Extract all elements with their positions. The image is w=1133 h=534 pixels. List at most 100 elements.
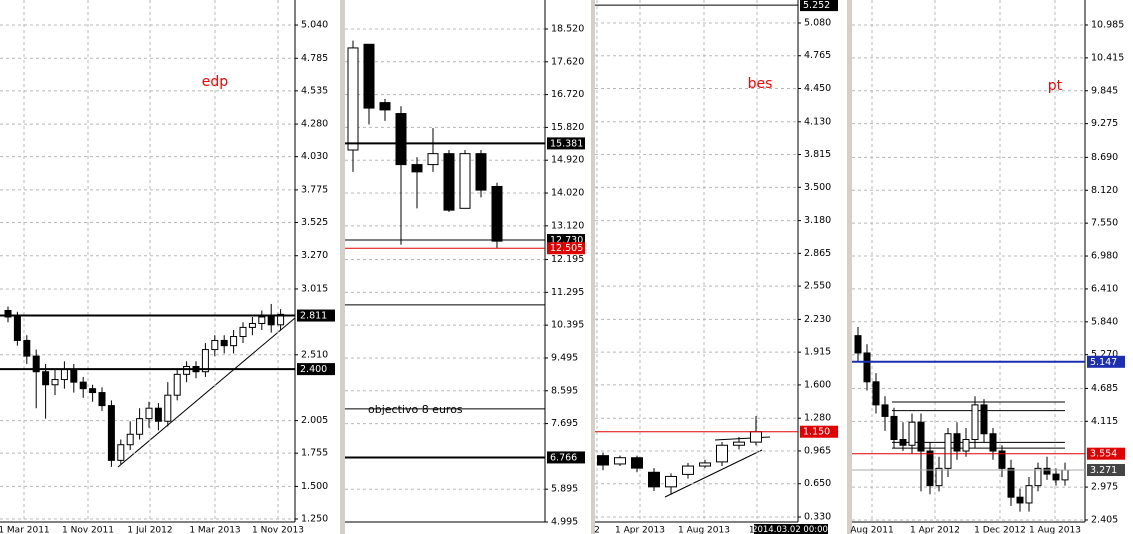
y-tick-label: 3.015	[301, 283, 328, 294]
candle-body	[107, 405, 115, 461]
x-tick-label: 1 Mar 2011	[0, 526, 50, 534]
candle-body	[998, 450, 1006, 469]
candle-body	[699, 462, 711, 467]
level-label: 6.766	[550, 452, 577, 463]
candle-body	[395, 113, 407, 166]
y-tick-label: 10.415	[1091, 52, 1124, 63]
y-tick-label: 2.550	[804, 281, 831, 292]
candle-body	[220, 339, 228, 347]
level-box	[1087, 447, 1125, 460]
x-tick-label: 1 Jul 2012	[127, 526, 172, 534]
y-tick-label: 0.965	[804, 445, 831, 456]
candle-body	[145, 407, 153, 420]
y-tick-label: 3.180	[804, 215, 831, 226]
candle-body	[665, 475, 677, 488]
candle-body	[164, 394, 172, 422]
panel-separator	[847, 0, 852, 534]
y-tick-label: 6.980	[1091, 251, 1118, 262]
candle-body	[42, 371, 50, 386]
y-tick-label: 10.395	[551, 320, 584, 331]
candle-body	[60, 368, 68, 381]
candle-body	[491, 185, 503, 242]
y-tick-label: 15.820	[551, 122, 584, 133]
time-box	[754, 524, 828, 534]
candle-body	[962, 439, 970, 452]
candle-body	[70, 368, 78, 383]
y-tick-label: 2.405	[1091, 514, 1118, 525]
level-box	[297, 309, 335, 322]
y-tick-label: 9.495	[551, 352, 578, 363]
level-box	[800, 425, 838, 438]
candle-body	[944, 433, 952, 469]
candle-body	[230, 336, 238, 347]
y-tick-label: 9.845	[1091, 85, 1118, 96]
y-tick-label: 5.040	[301, 20, 328, 31]
candle-body	[475, 153, 487, 191]
candle-body	[631, 457, 643, 469]
y-tick-label: 5.895	[551, 484, 578, 495]
level-label: 3.271	[1090, 465, 1117, 476]
candle-body	[1025, 485, 1033, 504]
candle-body	[459, 153, 471, 209]
y-tick-label: 6.410	[1091, 283, 1118, 294]
level-label: 2.811	[300, 311, 327, 322]
candle-body	[154, 407, 162, 422]
y-tick-label: 9.275	[1091, 118, 1118, 129]
y-tick-label: 4.685	[1091, 383, 1118, 394]
y-tick-label: 3.500	[804, 182, 831, 193]
y-tick-label: 5.080	[804, 17, 831, 28]
candle-body	[908, 421, 916, 446]
candle-body	[32, 355, 40, 373]
x-tick-label: Aug 2011	[850, 526, 893, 534]
candle-body	[79, 381, 87, 390]
candle-body	[173, 373, 181, 396]
candle-body	[1007, 467, 1015, 498]
x-tick-label: 1 Mar 2013	[189, 526, 240, 534]
trendline	[664, 449, 763, 498]
candle-body	[971, 404, 979, 440]
time-label: 2014.03.02 00:00	[752, 525, 828, 534]
y-tick-label: 2.510	[301, 349, 328, 360]
candle-body	[863, 352, 871, 383]
candle-body	[201, 349, 209, 373]
panel-title: bes	[748, 76, 773, 92]
y-tick-label: 4.130	[804, 116, 831, 127]
candle-body	[899, 439, 907, 446]
y-tick-label: 7.695	[551, 418, 578, 429]
x-tick-label: 2	[594, 526, 600, 534]
y-tick-label: 3.270	[301, 250, 328, 261]
candle-body	[716, 444, 728, 463]
y-tick-label: 3.815	[804, 149, 831, 160]
panel-title: pt	[1048, 78, 1063, 94]
candle-body	[363, 43, 375, 109]
candle-body	[13, 316, 21, 341]
y-tick-label: 3.775	[301, 184, 328, 195]
candle-body	[23, 339, 31, 357]
x-tick-label: 1 Dec 2012	[974, 526, 1026, 534]
level-label: 1.150	[803, 427, 830, 438]
x-tick-label: 1 Nov 2013	[252, 526, 304, 534]
y-tick-label: 1.755	[301, 448, 328, 459]
candle-body	[872, 381, 880, 406]
x-tick-label: 1 Apr 2012	[910, 526, 960, 534]
panel-separator	[340, 0, 345, 534]
candle-body	[379, 102, 391, 111]
candle-body	[926, 450, 934, 487]
y-tick-label: 8.595	[551, 385, 578, 396]
y-tick-label: 2.865	[804, 248, 831, 259]
y-tick-label: 12.195	[551, 254, 584, 265]
candle-body	[4, 309, 12, 318]
y-tick-label: 1.600	[804, 379, 831, 390]
candle-body	[1034, 467, 1042, 487]
candle-body	[917, 421, 925, 452]
y-tick-label: 2.005	[301, 415, 328, 426]
y-tick-label: 17.620	[551, 56, 584, 67]
y-tick-label: 11.295	[551, 287, 584, 298]
x-tick-label: 1 Aug 2013	[678, 526, 730, 534]
y-tick-label: 1.250	[301, 514, 328, 525]
y-tick-label: 4.765	[804, 50, 831, 61]
level-box	[1087, 355, 1125, 368]
y-tick-label: 4.280	[301, 119, 328, 130]
